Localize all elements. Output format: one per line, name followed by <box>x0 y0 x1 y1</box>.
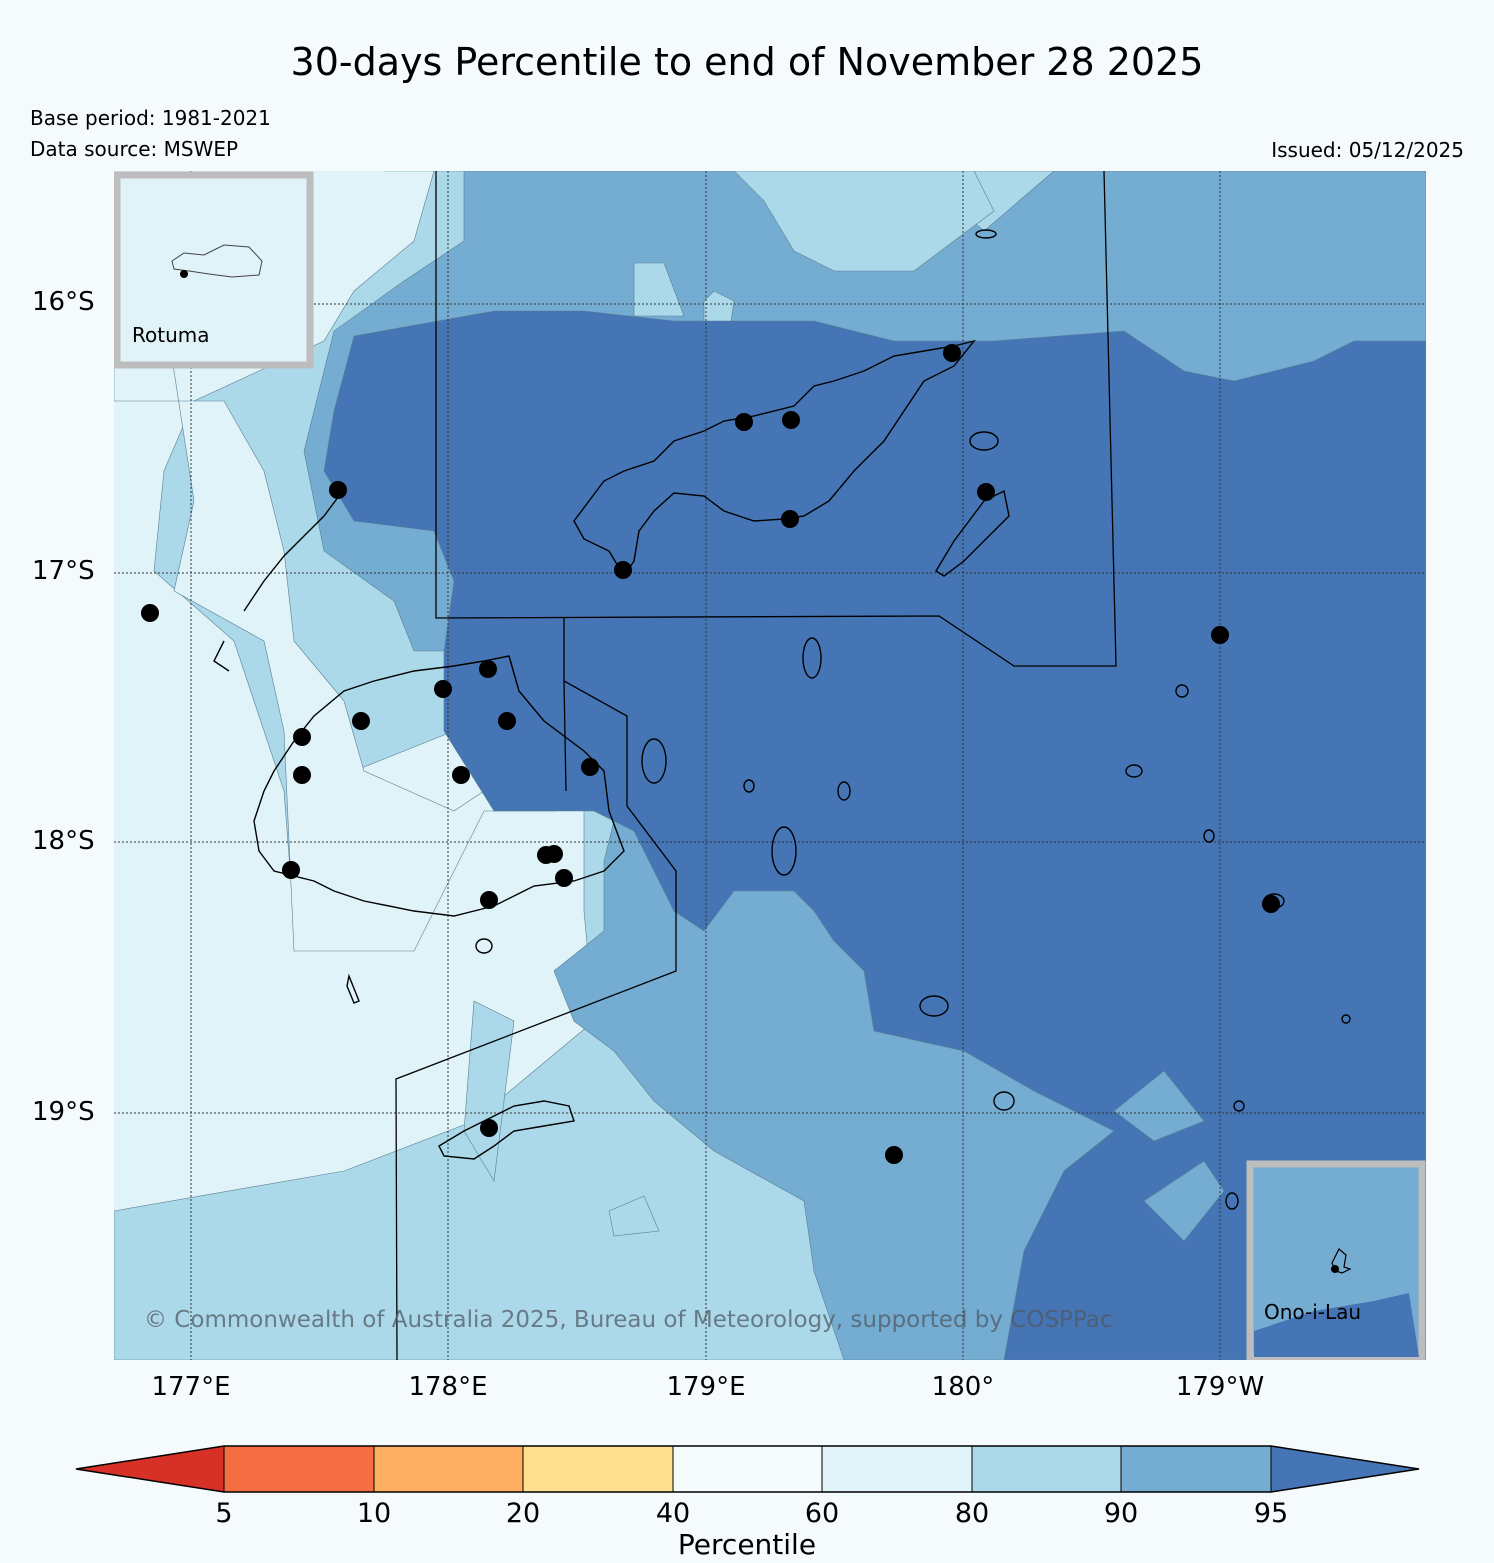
colorbar-tick-20: 20 <box>505 1498 541 1529</box>
inset-rotuma <box>114 171 314 369</box>
base-period: Base period: 1981-2021 <box>30 106 271 130</box>
colorbar-tick-10: 10 <box>356 1498 392 1529</box>
inset-label-rotuma: Rotuma <box>132 323 210 347</box>
colorbar-seg-60-80 <box>822 1446 972 1492</box>
colorbar-seg-10-20 <box>374 1446 523 1492</box>
map-canvas <box>114 171 1426 1360</box>
issued-date: Issued: 05/12/2025 <box>1271 138 1464 162</box>
island-vanua-levu <box>573 339 976 578</box>
inset-ono-i-lau <box>1246 1160 1426 1360</box>
colorbar <box>75 1445 1420 1493</box>
colorbar-tick-60: 60 <box>804 1498 840 1529</box>
data-source: Data source: MSWEP <box>30 137 239 161</box>
colorbar-seg-below-5 <box>76 1446 224 1492</box>
lat-label-19s: 19°S <box>32 1097 95 1127</box>
colorbar-label: Percentile <box>677 1528 817 1561</box>
lon-label-179w: 179°W <box>1175 1372 1265 1402</box>
colorbar-tick-5: 5 <box>215 1498 233 1529</box>
island-kadavu <box>438 1100 575 1160</box>
lon-label-177e: 177°E <box>151 1372 231 1402</box>
inset-label-ono-i-lau: Ono-i-Lau <box>1264 1300 1362 1324</box>
colorbar-tick-80: 80 <box>954 1498 990 1529</box>
lat-label-17s: 17°S <box>32 556 95 586</box>
lon-label-180: 180° <box>931 1372 995 1402</box>
island-viti-levu <box>253 655 625 917</box>
colorbar-tick-95: 95 <box>1253 1498 1289 1529</box>
colorbar-seg-40-60 <box>673 1446 822 1492</box>
colorbar-tick-90: 90 <box>1103 1498 1139 1529</box>
islands <box>213 229 1351 1210</box>
colorbar-seg-90-95 <box>1121 1446 1271 1492</box>
lat-label-18s: 18°S <box>32 826 95 856</box>
colorbar-tick-40: 40 <box>655 1498 691 1529</box>
colorbar-seg-above-95 <box>1271 1446 1419 1492</box>
lat-label-16s: 16°S <box>32 287 95 317</box>
percentile-map: Rotuma Ono-i-Lau <box>114 171 1426 1360</box>
station-markers <box>141 344 1280 1164</box>
copyright-notice: © Commonwealth of Australia 2025, Bureau… <box>144 1307 1113 1333</box>
colorbar-seg-80-90 <box>972 1446 1121 1492</box>
map-title: 30-days Percentile to end of November 28… <box>290 40 1204 84</box>
colorbar-seg-5-10 <box>224 1446 374 1492</box>
colorbar-seg-20-40 <box>523 1446 673 1492</box>
lon-label-178e: 178°E <box>408 1372 488 1402</box>
lon-label-179e: 179°E <box>666 1372 746 1402</box>
